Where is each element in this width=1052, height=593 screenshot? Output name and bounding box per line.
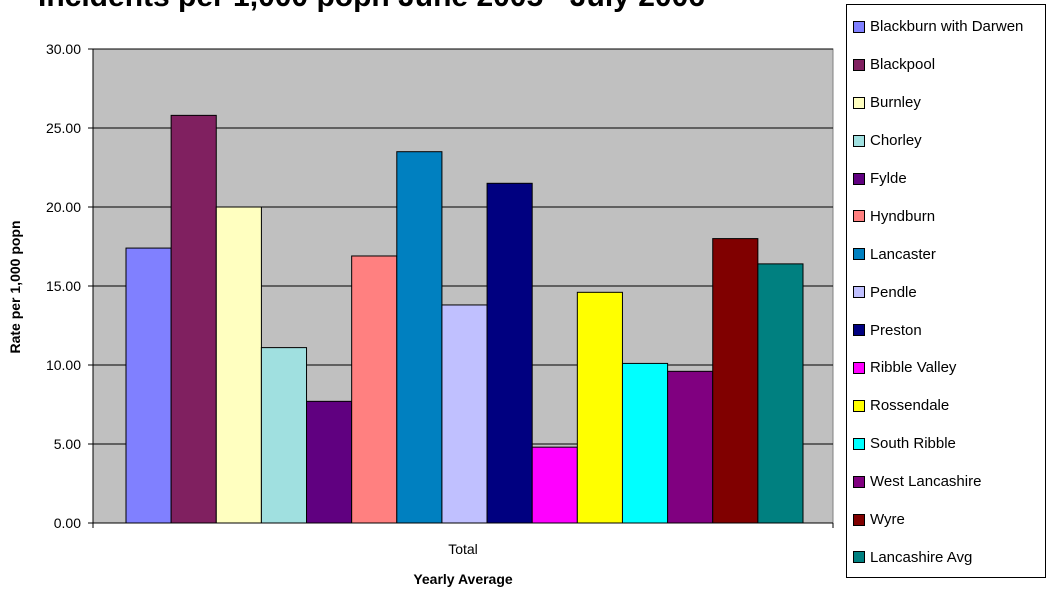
legend-item: Lancashire Avg bbox=[853, 538, 1045, 576]
legend-item: Ribble Valley bbox=[853, 349, 1045, 387]
bar-lancaster bbox=[396, 151, 443, 524]
legend-item: Blackpool bbox=[853, 46, 1045, 84]
legend-label: Blackpool bbox=[870, 56, 936, 74]
legend-label: Ribble Valley bbox=[870, 359, 957, 377]
bar-west-lancashire bbox=[667, 370, 714, 524]
legend-label: Pendle bbox=[870, 283, 917, 301]
legend-swatch bbox=[853, 551, 865, 564]
bar-blackpool bbox=[170, 114, 217, 524]
legend: Blackburn with Darwen Blackpool Burnley Cho… bbox=[846, 4, 1046, 578]
bar-chorley bbox=[260, 347, 308, 524]
y-tick-label: 30.00 bbox=[46, 41, 81, 57]
bar-ribble-valley bbox=[531, 446, 578, 524]
legend-label: South Ribble bbox=[870, 435, 956, 453]
legend-swatch bbox=[853, 475, 865, 488]
legend-swatch bbox=[853, 210, 865, 223]
legend-swatch bbox=[853, 361, 865, 374]
y-tick-label: 15.00 bbox=[46, 278, 81, 294]
legend-swatch bbox=[853, 96, 865, 109]
y-tick-label: 5.00 bbox=[54, 436, 81, 452]
legend-item: Burnley bbox=[853, 84, 1045, 122]
legend-label: Chorley bbox=[870, 132, 922, 150]
legend-swatch bbox=[853, 172, 865, 185]
x-axis-title: Yearly Average bbox=[413, 571, 513, 587]
legend-label: Preston bbox=[870, 321, 922, 339]
legend-label: Rossendale bbox=[870, 397, 950, 415]
y-axis-title: Rate per 1,000 popn bbox=[7, 220, 23, 353]
chart-title: Incidents per 1,000 popn June 2005 - Jul… bbox=[38, 0, 705, 14]
chart-plot: 0.00 5.00 10.00 15.00 20.00 25.00 30.00 Total R… bbox=[7, 41, 834, 587]
y-tick-label: 25.00 bbox=[46, 120, 81, 136]
bar-fylde bbox=[306, 400, 353, 524]
legend-item: Preston bbox=[853, 311, 1045, 349]
legend-swatch bbox=[853, 513, 865, 526]
legend-item: Pendle bbox=[853, 273, 1045, 311]
bar-pendle bbox=[441, 304, 488, 524]
legend-item: West Lancashire bbox=[853, 463, 1045, 501]
bar-wyre bbox=[712, 238, 759, 524]
legend-item: Blackburn with Darwen bbox=[853, 8, 1045, 46]
y-tick-label: 10.00 bbox=[46, 357, 81, 373]
legend-swatch bbox=[853, 58, 865, 71]
bar-lancashire-avg bbox=[757, 263, 804, 524]
legend-swatch bbox=[853, 20, 865, 33]
legend-swatch bbox=[853, 248, 865, 261]
legend-item: Hyndburn bbox=[853, 197, 1045, 235]
legend-swatch bbox=[853, 324, 865, 337]
legend-label: West Lancashire bbox=[870, 473, 982, 491]
legend-item: Wyre bbox=[853, 501, 1045, 539]
y-tick-label: 0.00 bbox=[54, 515, 81, 531]
legend-swatch bbox=[853, 399, 865, 412]
bar-blackburn-with-darwen bbox=[125, 247, 172, 524]
y-tick-label: 20.00 bbox=[46, 199, 81, 215]
legend-label: Lancashire Avg bbox=[870, 548, 973, 566]
legend-label: Hyndburn bbox=[870, 207, 936, 225]
legend-item: South Ribble bbox=[853, 425, 1045, 463]
legend-item: Lancaster bbox=[853, 235, 1045, 273]
bar-preston bbox=[486, 182, 533, 524]
legend-label: Lancaster bbox=[870, 245, 936, 263]
bar-burnley bbox=[215, 206, 262, 524]
legend-swatch bbox=[853, 437, 865, 450]
legend-swatch bbox=[853, 286, 865, 299]
bar-rossendale bbox=[576, 291, 623, 524]
legend-label: Wyre bbox=[870, 511, 905, 529]
legend-label: Fylde bbox=[870, 170, 907, 187]
bar-south-ribble bbox=[621, 362, 669, 524]
x-category-label: Total bbox=[448, 541, 478, 557]
legend-label: Burnley bbox=[870, 94, 921, 112]
legend-swatch bbox=[853, 134, 865, 147]
legend-label: Blackburn with Darwen bbox=[870, 18, 1024, 36]
bar-hyndburn bbox=[351, 255, 398, 524]
legend-item: Fylde bbox=[853, 160, 1045, 198]
legend-item: Chorley bbox=[853, 122, 1045, 160]
legend-item: Rossendale bbox=[853, 387, 1045, 425]
